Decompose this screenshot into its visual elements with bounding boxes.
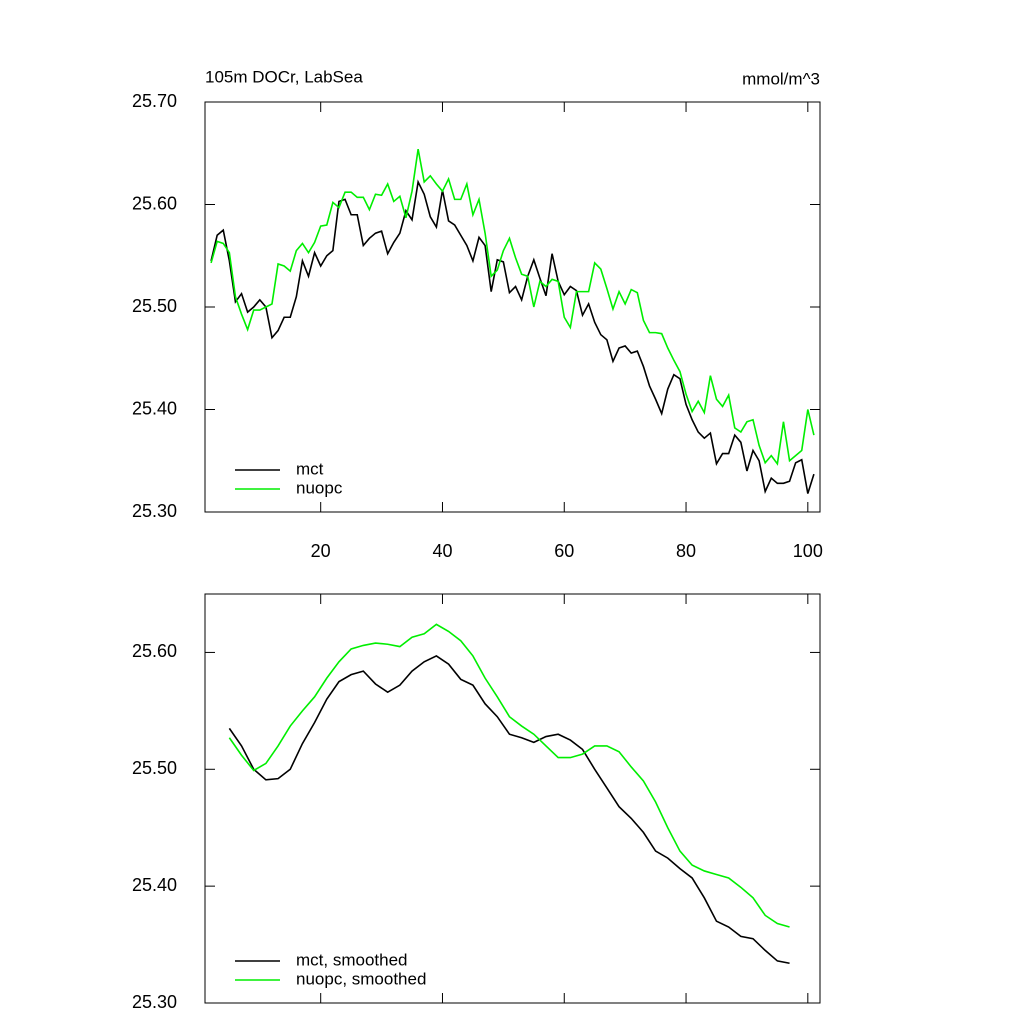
series-line [210, 149, 815, 466]
legend-label: nuopc, smoothed [296, 969, 426, 988]
legend-label: mct [296, 459, 324, 478]
units-label: mmol/m^3 [742, 69, 820, 88]
legend-label: nuopc [296, 478, 343, 497]
y-tick-label: 25.30 [132, 501, 177, 521]
x-tick-label: 60 [554, 541, 574, 561]
y-tick-label: 25.40 [132, 875, 177, 895]
y-tick-label: 25.70 [132, 91, 177, 111]
y-tick-label: 25.50 [132, 296, 177, 316]
series-line [210, 179, 815, 495]
y-tick-label: 25.60 [132, 641, 177, 661]
y-tick-label: 25.30 [132, 992, 177, 1012]
y-tick-label: 25.60 [132, 193, 177, 213]
legend-label: mct, smoothed [296, 950, 408, 969]
plot-frame [204, 101, 821, 513]
x-tick-label: 40 [432, 541, 452, 561]
series-line [228, 623, 790, 928]
y-tick-label: 25.40 [132, 398, 177, 418]
y-tick-label: 25.50 [132, 758, 177, 778]
plot-frame [204, 593, 821, 1004]
series-line [228, 655, 790, 965]
x-tick-label: 20 [311, 541, 331, 561]
chart-title: 105m DOCr, LabSea [205, 67, 363, 86]
x-tick-label: 80 [676, 541, 696, 561]
x-tick-label: 100 [793, 541, 823, 561]
